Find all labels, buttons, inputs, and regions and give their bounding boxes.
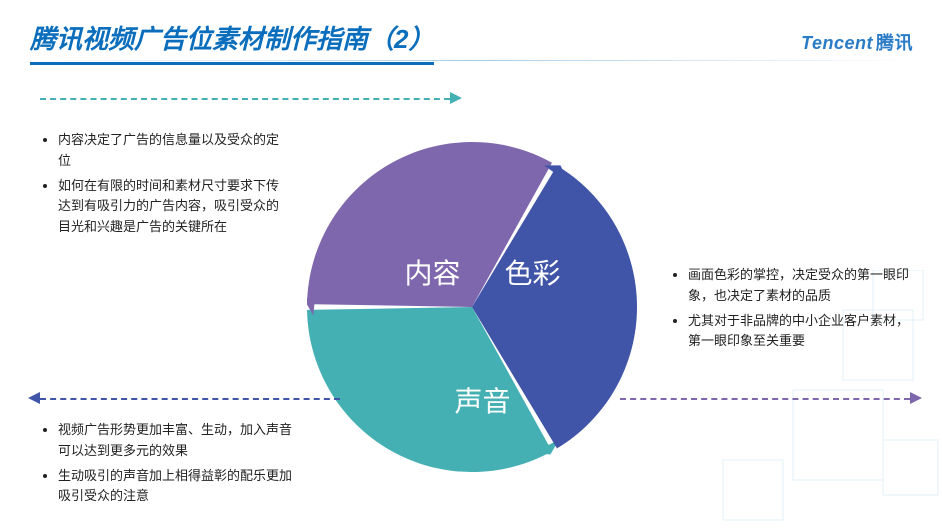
note-color-item: 画面色彩的掌控，决定受众的第一眼印象，也决定了素材的品质 xyxy=(688,265,920,307)
note-sound-item: 生动吸引的声音加上相得益彰的配乐更加吸引受众的注意 xyxy=(58,466,300,508)
note-content-item: 内容决定了广告的信息量以及受众的定位 xyxy=(58,130,280,172)
brand-cn: 腾讯 xyxy=(876,33,913,53)
arrow-color-head xyxy=(910,392,922,404)
note-color-item: 尤其对于非品牌的中小企业客户素材，第一眼印象至关重要 xyxy=(688,311,920,353)
arrow-content xyxy=(40,98,450,100)
arrow-sound-head xyxy=(28,392,40,404)
arrow-content-head xyxy=(450,92,462,104)
arrow-sound xyxy=(40,398,340,400)
page-title: 腾讯视频广告位素材制作指南（2） xyxy=(30,19,434,65)
note-content-item: 如何在有限的时间和素材尺寸要求下传达到有吸引力的广告内容，吸引受众的目光和兴趣是… xyxy=(58,176,280,238)
arrow-color xyxy=(620,398,910,400)
note-color: 画面色彩的掌控，决定受众的第一眼印象，也决定了素材的品质 尤其对于非品牌的中小企… xyxy=(670,265,920,356)
note-sound-item: 视频广告形势更加丰富、生动，加入声音可以达到更多元的效果 xyxy=(58,420,300,462)
note-content: 内容决定了广告的信息量以及受众的定位 如何在有限的时间和素材尺寸要求下传达到有吸… xyxy=(40,130,280,242)
header: 腾讯视频广告位素材制作指南（2） Tencent腾讯 xyxy=(0,18,943,66)
header-divider xyxy=(30,60,913,61)
brand-en: Tencent xyxy=(801,33,873,53)
three-segment-pie: 内容 色彩 声音 xyxy=(307,142,637,472)
brand-logo: Tencent腾讯 xyxy=(801,29,913,55)
note-sound: 视频广告形势更加丰富、生动，加入声音可以达到更多元的效果 生动吸引的声音加上相得… xyxy=(40,420,300,511)
pie-svg xyxy=(307,142,637,472)
